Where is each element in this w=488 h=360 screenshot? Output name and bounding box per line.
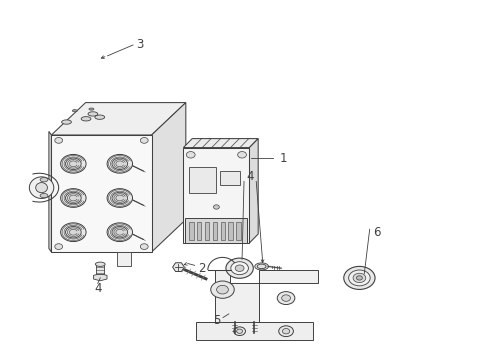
Bar xyxy=(220,222,224,240)
Polygon shape xyxy=(183,139,258,148)
Ellipse shape xyxy=(281,295,290,301)
Ellipse shape xyxy=(352,273,365,283)
Text: 4: 4 xyxy=(246,170,254,183)
Ellipse shape xyxy=(72,109,77,112)
Ellipse shape xyxy=(140,244,148,249)
Ellipse shape xyxy=(140,138,148,143)
Polygon shape xyxy=(51,103,185,135)
Ellipse shape xyxy=(112,226,127,238)
Ellipse shape xyxy=(81,117,91,121)
Ellipse shape xyxy=(61,154,86,173)
Ellipse shape xyxy=(282,328,289,334)
Ellipse shape xyxy=(210,281,234,298)
Bar xyxy=(96,264,104,274)
Bar xyxy=(204,222,209,240)
Ellipse shape xyxy=(230,262,248,275)
Polygon shape xyxy=(51,135,151,252)
Text: 6: 6 xyxy=(372,226,380,239)
Ellipse shape xyxy=(89,108,94,110)
Text: 2: 2 xyxy=(198,262,205,275)
Ellipse shape xyxy=(112,158,127,170)
Ellipse shape xyxy=(237,152,246,158)
Ellipse shape xyxy=(65,192,81,204)
Ellipse shape xyxy=(61,223,86,242)
Polygon shape xyxy=(249,139,258,243)
Polygon shape xyxy=(195,322,312,340)
Bar xyxy=(220,171,239,185)
Bar xyxy=(236,222,240,240)
Ellipse shape xyxy=(65,158,81,170)
Polygon shape xyxy=(49,131,51,252)
Ellipse shape xyxy=(237,225,246,232)
Ellipse shape xyxy=(107,223,132,242)
Ellipse shape xyxy=(356,276,362,280)
Ellipse shape xyxy=(233,327,245,336)
Bar xyxy=(197,222,201,240)
Polygon shape xyxy=(116,252,131,266)
Polygon shape xyxy=(183,148,249,243)
Ellipse shape xyxy=(65,226,81,238)
Ellipse shape xyxy=(95,115,104,120)
Ellipse shape xyxy=(186,225,195,232)
Ellipse shape xyxy=(40,193,48,198)
Ellipse shape xyxy=(61,189,86,207)
Ellipse shape xyxy=(29,177,54,198)
Bar xyxy=(228,222,232,240)
Ellipse shape xyxy=(257,264,265,269)
Ellipse shape xyxy=(235,265,244,271)
Ellipse shape xyxy=(55,244,62,249)
Polygon shape xyxy=(151,103,185,252)
Ellipse shape xyxy=(278,326,293,337)
Bar xyxy=(185,218,247,243)
Bar xyxy=(212,222,217,240)
Text: 5: 5 xyxy=(212,314,220,327)
Ellipse shape xyxy=(61,120,71,124)
Ellipse shape xyxy=(225,258,253,278)
Ellipse shape xyxy=(277,292,294,305)
Ellipse shape xyxy=(40,177,48,182)
Ellipse shape xyxy=(254,263,268,270)
Ellipse shape xyxy=(213,205,219,209)
Ellipse shape xyxy=(107,154,132,173)
Ellipse shape xyxy=(186,152,195,158)
Bar xyxy=(189,167,216,193)
Polygon shape xyxy=(215,270,317,326)
Ellipse shape xyxy=(112,192,127,204)
Polygon shape xyxy=(172,263,184,271)
Text: 1: 1 xyxy=(279,152,287,165)
Ellipse shape xyxy=(55,138,62,143)
Text: 3: 3 xyxy=(135,39,143,51)
Ellipse shape xyxy=(88,112,98,116)
Ellipse shape xyxy=(95,262,105,266)
Text: 4: 4 xyxy=(94,282,102,294)
Bar xyxy=(189,222,193,240)
Ellipse shape xyxy=(348,270,369,286)
Ellipse shape xyxy=(236,329,242,333)
Ellipse shape xyxy=(343,266,374,289)
Ellipse shape xyxy=(36,183,47,193)
Ellipse shape xyxy=(107,189,132,207)
Ellipse shape xyxy=(216,285,228,294)
Polygon shape xyxy=(93,274,107,281)
